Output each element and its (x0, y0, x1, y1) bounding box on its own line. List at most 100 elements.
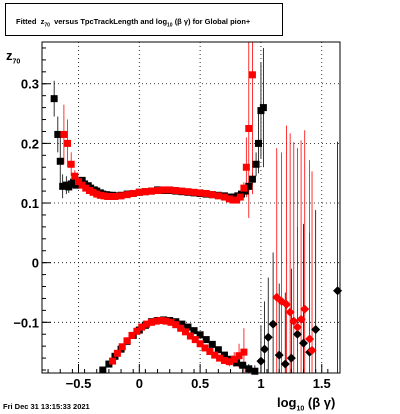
data-point-red (138, 323, 146, 331)
data-point-red (172, 321, 180, 329)
data-point-red (182, 328, 190, 336)
data-point-red (248, 71, 256, 79)
title-prefix: Fitted (16, 17, 37, 26)
data-point-black (196, 331, 204, 339)
y-tick-label: −0.1 (13, 315, 39, 330)
data-point-red (216, 354, 224, 362)
data-point-black (286, 353, 296, 363)
data-point-black (72, 181, 80, 189)
x-tick-label: 1.5 (313, 376, 331, 391)
data-point-red (281, 299, 291, 309)
data-point-black (311, 324, 321, 334)
data-point-black (54, 130, 62, 138)
data-point-red (141, 188, 149, 196)
x-axis-label-sub: 10 (296, 405, 305, 413)
data-point-red (157, 317, 165, 325)
data-point-black (220, 351, 228, 359)
x-axis-label-main: log (277, 395, 297, 410)
y-axis-label: z70 (6, 48, 20, 66)
x-axis-label-tail: (β γ) (307, 395, 336, 410)
data-point-red (245, 124, 253, 132)
data-point-red (147, 318, 155, 326)
data-point-red (229, 196, 237, 204)
data-point-red (67, 160, 75, 168)
data-point-red (160, 186, 168, 194)
y-tick-label: 0 (32, 256, 39, 271)
data-point-black (50, 95, 58, 103)
data-point-black (190, 327, 198, 335)
x-tick-label: 1 (257, 376, 264, 391)
plot-frame (41, 41, 341, 374)
data-point-black (299, 338, 309, 348)
x-axis-label: log10 (β γ) (277, 395, 335, 413)
data-point-red (128, 331, 136, 339)
data-point-red (133, 327, 141, 335)
chart-title: Fitted z70 versus TpcTrackLength and log… (16, 17, 250, 29)
data-point-red (220, 356, 228, 364)
data-point-black (259, 104, 267, 112)
data-point-red (235, 352, 243, 360)
data-point-red (305, 334, 315, 344)
title-box: Fitted z70 versus TpcTrackLength and log… (5, 3, 283, 36)
data-point-red (296, 314, 306, 324)
data-point-black (280, 359, 290, 369)
data-point-black (274, 350, 284, 360)
data-point-black (248, 175, 256, 183)
data-point-black (268, 319, 278, 329)
title-log-sub: 10 (167, 22, 173, 29)
data-point-black (256, 356, 266, 366)
data-point-black (255, 139, 263, 147)
data-point-red (118, 343, 126, 351)
data-point-red (177, 324, 185, 332)
data-point-red (85, 187, 93, 195)
title-z-sub: 70 (44, 22, 50, 29)
data-point-black (292, 329, 302, 339)
data-point-black (245, 182, 253, 190)
data-point-red (206, 348, 214, 356)
data-point-red (100, 192, 108, 200)
y-axis-label-main: z (6, 48, 13, 63)
data-point-red (307, 345, 317, 355)
x-tick-label: −0.5 (66, 376, 92, 391)
data-point-red (211, 351, 219, 359)
data-point-red (300, 304, 310, 314)
timestamp: Fri Dec 31 13:15:33 2021 (3, 402, 90, 411)
title-suffix: (β γ) for Global pion+ (174, 17, 251, 26)
data-point-red (152, 317, 160, 325)
data-point-red (166, 186, 174, 194)
data-point-black (214, 346, 222, 354)
data-point-black (99, 366, 107, 374)
x-tick-label: 0 (136, 376, 143, 391)
data-point-red (104, 192, 112, 200)
data-point-red (96, 191, 104, 199)
data-point-red (230, 355, 238, 363)
data-point-red (143, 320, 151, 328)
data-point-black (252, 160, 260, 168)
data-point-red (240, 348, 248, 356)
data-point-red (129, 189, 137, 197)
data-point-red (82, 184, 90, 192)
data-point-black (208, 340, 216, 348)
data-point-black (78, 176, 86, 184)
x-tick-label: 0.5 (191, 376, 209, 391)
data-point-black (239, 361, 247, 369)
data-point-red (289, 316, 299, 326)
data-point-red (172, 187, 180, 195)
data-points (50, 71, 343, 375)
data-point-black (178, 320, 186, 328)
data-point-red (272, 292, 282, 302)
data-point-red (60, 130, 68, 138)
data-point-black (56, 157, 64, 165)
data-point-red (190, 188, 198, 196)
data-point-red (64, 139, 72, 147)
data-point-black (245, 365, 253, 373)
data-point-black (59, 182, 67, 190)
data-point-red (214, 192, 222, 200)
data-point-red (117, 192, 125, 200)
data-point-red (135, 188, 143, 196)
tick-labels: −0.5 0 0.5 1 1.5 −0.1 0 0.1 0.2 0.3 (13, 77, 330, 391)
data-point-red (186, 332, 194, 340)
data-point-black (105, 360, 113, 368)
data-point-red (208, 191, 216, 199)
data-point-red (201, 344, 209, 352)
